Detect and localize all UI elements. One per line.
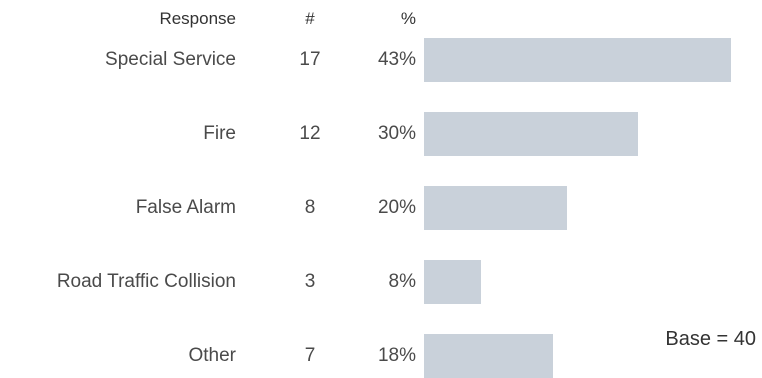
category-label: Special Service <box>105 49 236 70</box>
response-chart: Response # % Special Service 17 43% Fire 12 3… <box>0 9 762 378</box>
base-label: Base = 40 <box>665 328 756 350</box>
count-label: 17 <box>299 49 321 70</box>
count-label: 7 <box>304 345 316 366</box>
bar <box>424 334 553 378</box>
row-3: Road Traffic Collision 3 8% <box>0 260 762 304</box>
bar <box>424 260 481 304</box>
row-0: Special Service 17 43% <box>0 38 762 82</box>
count-label: 3 <box>304 271 316 292</box>
bar <box>424 186 567 230</box>
percent-label: 43% <box>377 49 416 70</box>
count-label: 12 <box>299 123 321 144</box>
percent-label: 8% <box>388 271 416 292</box>
bar <box>424 38 731 82</box>
bar <box>424 112 638 156</box>
header-response: Response <box>159 9 236 28</box>
row-1: Fire 12 30% <box>0 112 762 156</box>
category-label: Road Traffic Collision <box>56 271 236 292</box>
category-label: Fire <box>203 123 236 144</box>
percent-label: 30% <box>377 123 416 144</box>
category-label: Other <box>188 345 236 366</box>
percent-label: 20% <box>377 197 416 218</box>
row-2: False Alarm 8 20% <box>0 186 762 230</box>
row-4: Other 7 18% <box>0 334 762 378</box>
header-percent: % <box>400 9 416 28</box>
count-label: 8 <box>304 197 316 218</box>
header-count: # <box>305 9 315 28</box>
category-label: False Alarm <box>135 197 236 218</box>
percent-label: 18% <box>377 345 416 366</box>
